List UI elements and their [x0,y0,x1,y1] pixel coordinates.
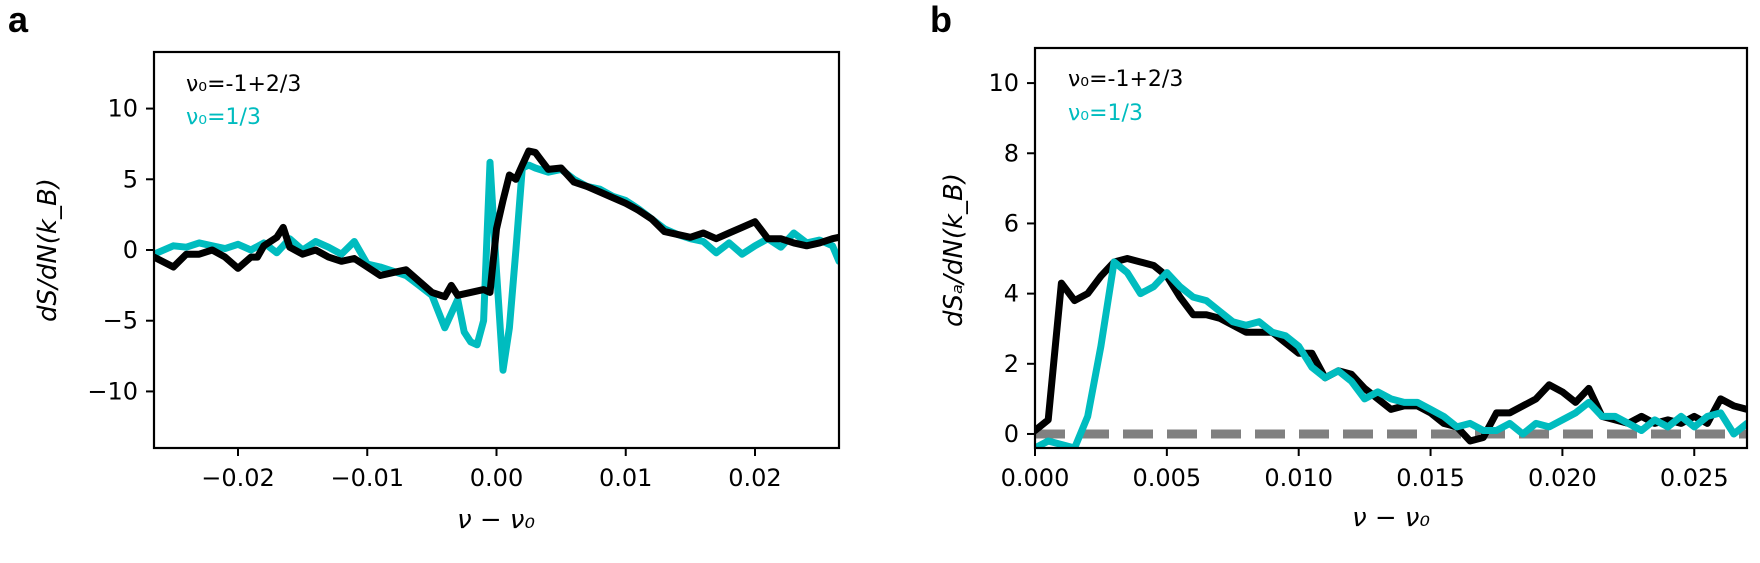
panel-a-xtick-label: −0.02 [201,464,275,492]
panel-a-yticks: 10 5 0 −5 −10 [87,95,154,405]
panel-b-yticks: 10 8 6 4 2 0 [988,69,1035,448]
panel-b-ytick-label: 2 [1004,350,1019,378]
panel-a-ytick-label: 10 [107,95,138,123]
panel-b-xtick-label: 0.005 [1132,464,1201,492]
panel-a-xtick-label: −0.01 [330,464,404,492]
panel-b-ytick-label: 6 [1004,209,1019,237]
panel-b-plot: 0.000 0.005 0.010 0.015 0.020 0.025 10 8 6 4 2 0 ν… [939,46,1749,533]
panel-b-frame [1033,46,1749,450]
panel-a-series [154,147,839,374]
panel-a-legend-teal: ν₀=1/3 [186,105,261,130]
panel-a-xtick-label: 0.00 [470,464,523,492]
panel-b-series-teal-line [1035,258,1747,448]
panel-a-plot: −0.02 −0.01 0.00 0.01 0.02 10 5 0 −5 −10 ν₀=-1+2… [33,50,841,535]
panel-b-xtick-label: 0.025 [1660,464,1729,492]
panel-b-xtick-label: 0.020 [1528,464,1597,492]
panel-a-series-black-line [154,147,839,301]
panel-b-xtick-label: 0.000 [1001,464,1070,492]
panel-b-xticks: 0.000 0.005 0.010 0.015 0.020 0.025 [1001,448,1729,492]
panel-b-letter: b [930,0,952,40]
panel-b-series [1035,255,1747,448]
panel-b-xtick-label: 0.010 [1264,464,1333,492]
panel-b-ytick-label: 8 [1004,139,1019,167]
panel-b-series-black-line [1035,255,1747,445]
panel-a-xtick-label: 0.02 [728,464,781,492]
panel-b-ytick-label: 4 [1004,280,1019,308]
panel-b-ytick-label: 10 [988,69,1019,97]
panel-b-legend-teal: ν₀=1/3 [1068,101,1143,126]
panel-a-ytick-label: 0 [123,236,138,264]
panel-a-ytick-label: −5 [103,307,138,335]
panel-a-series-teal-line [154,158,839,374]
panel-b-ytick-label: 0 [1004,420,1019,448]
panel-b-ylabel: dSₐ/dN(k_B) [939,173,969,327]
panel-a-letter: a [8,0,29,40]
panel-b-xlabel: ν − ν₀ [1352,503,1430,533]
panel-b-xtick-label: 0.015 [1396,464,1465,492]
panel-a-xticks: −0.02 −0.01 0.00 0.01 0.02 [201,448,782,492]
panel-a-xtick-label: 0.01 [599,464,652,492]
panel-a-ytick-label: 5 [123,165,138,193]
panel-a-ylabel: dS/dN(k_B) [33,178,63,322]
panel-a-ytick-label: −10 [87,377,138,405]
panel-a-legend-black: ν₀=-1+2/3 [186,72,301,97]
panel-b-legend-black: ν₀=-1+2/3 [1068,67,1183,92]
panel-a-xlabel: ν − ν₀ [457,505,535,535]
